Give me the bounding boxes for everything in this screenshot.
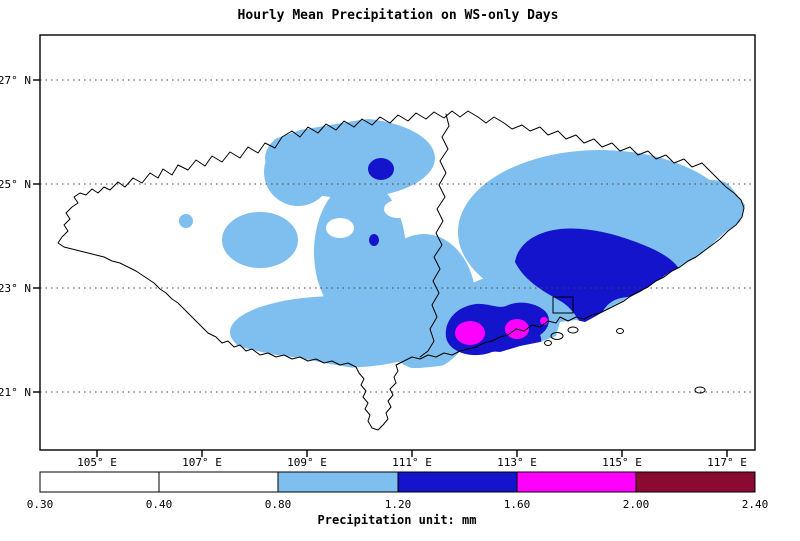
region-outline — [57, 110, 745, 431]
contour-shape — [179, 214, 193, 228]
colorbar-segment — [397, 471, 518, 493]
x-axis-label: 111° E — [392, 456, 432, 469]
colorbar-tick-label: 0.40 — [146, 498, 173, 511]
contour-fill-layer — [179, 118, 745, 370]
colorbar: 0.30 0.40 0.80 1.20 1.60 2.00 2.40 Preci… — [27, 471, 769, 527]
island-outline — [616, 328, 624, 334]
gridlines — [40, 79, 755, 393]
x-axis-label: 107° E — [182, 456, 222, 469]
island-outline — [567, 326, 579, 334]
contour-shape — [455, 321, 485, 345]
contour-shape — [222, 212, 298, 268]
colorbar-tick-label: 2.00 — [623, 498, 650, 511]
y-axis-label: 27° N — [0, 74, 31, 87]
colorbar-tick-label: 0.80 — [265, 498, 292, 511]
contour-shape — [368, 158, 394, 180]
contour-shape — [515, 228, 682, 330]
colorbar-labels: 0.30 0.40 0.80 1.20 1.60 2.00 2.40 — [27, 498, 769, 511]
colorbar-segment — [39, 471, 160, 493]
colorbar-segment — [158, 471, 279, 493]
colorbar-caption: Precipitation unit: mm — [318, 513, 477, 527]
y-axis-label: 23° N — [0, 282, 31, 295]
contour-hole — [384, 200, 412, 218]
y-axis-label: 25° N — [0, 178, 31, 191]
colorbar-tick-label: 2.40 — [742, 498, 769, 511]
colorbar-segment — [516, 471, 637, 493]
contour-shape — [369, 234, 379, 246]
colorbar-tick-label: 0.30 — [27, 498, 54, 511]
contour-hole — [326, 218, 354, 238]
x-axis-label: 105° E — [77, 456, 117, 469]
x-axis-label: 115° E — [602, 456, 642, 469]
study-area-box — [552, 296, 574, 314]
shade-below-0p8-holes — [326, 200, 412, 238]
colorbar-segment — [277, 471, 399, 493]
x-axis-label: 113° E — [497, 456, 537, 469]
x-axis-labels: 105° E 107° E 109° E 111° E 113° E 115° … — [77, 456, 747, 469]
contour-shape — [264, 138, 332, 206]
axis-ticks — [33, 79, 728, 457]
y-axis-labels: 27° N 25° N 23° N 21° N — [0, 74, 31, 399]
island-outline — [544, 340, 552, 346]
island-outline — [550, 332, 564, 340]
x-axis-label: 109° E — [287, 456, 327, 469]
y-axis-label: 21° N — [0, 386, 31, 399]
colorbar-segment — [635, 471, 756, 493]
contour-shape — [665, 180, 745, 250]
colorbar-tick-label: 1.60 — [504, 498, 531, 511]
figure-title: Hourly Mean Precipitation on WS-only Day… — [238, 8, 559, 23]
province-border — [419, 113, 450, 358]
colorbar-tick-label: 1.20 — [385, 498, 412, 511]
island-outline — [694, 386, 706, 394]
x-axis-label: 117° E — [707, 456, 747, 469]
plot-frame — [39, 34, 756, 451]
map-outline-layer — [57, 110, 745, 431]
